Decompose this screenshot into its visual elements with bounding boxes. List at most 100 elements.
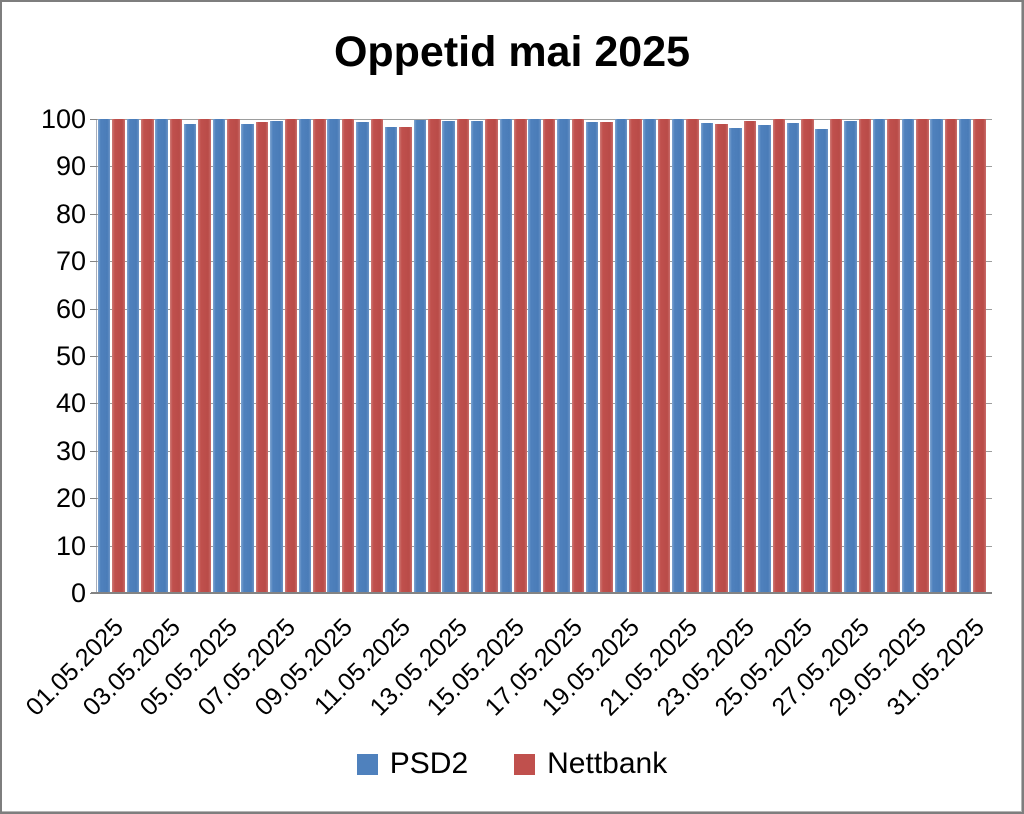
bar-nettbank-day-31 [973, 119, 986, 593]
bar-psd2-day-11 [384, 126, 398, 593]
bar-nettbank-day-29 [916, 119, 929, 593]
bar-group-day-25 [786, 119, 815, 593]
bar-group-day-14 [470, 119, 499, 593]
bar-psd2-day-13 [442, 120, 455, 593]
bar-group-day-17 [556, 119, 585, 593]
y-axis-label-50: 50 [55, 341, 86, 371]
bar-nettbank-day-15 [514, 119, 527, 593]
bar-psd2-day-20 [643, 119, 656, 593]
bar-nettbank-day-7 [284, 119, 298, 593]
bar-psd2-day-12 [413, 119, 427, 593]
bar-psd2-day-14 [470, 120, 484, 593]
bar-group-day-16 [528, 119, 557, 593]
bar-psd2-day-30 [930, 119, 943, 593]
y-axis-label-100: 100 [40, 104, 86, 134]
y-axis-label-70: 70 [55, 246, 86, 276]
bar-group-day-15 [499, 119, 528, 593]
bar-psd2-day-25 [786, 123, 800, 593]
bar-psd2-day-10 [356, 121, 369, 593]
y-axis-label-30: 30 [55, 436, 86, 466]
bar-group-day-3 [154, 119, 183, 593]
y-axis-label-60: 60 [55, 294, 86, 324]
bar-nettbank-day-30 [944, 119, 958, 593]
bar-group-day-31 [958, 119, 987, 593]
bar-nettbank-day-22 [715, 123, 728, 593]
x-axis-line [91, 592, 992, 594]
bar-psd2-day-26 [815, 128, 828, 593]
bar-psd2-day-7 [270, 121, 283, 593]
bar-nettbank-day-17 [571, 119, 585, 593]
bar-nettbank-day-12 [428, 119, 441, 593]
y-tick-mark [90, 166, 97, 167]
legend-label-nettbank: Nettbank [547, 747, 668, 780]
y-axis-label-90: 90 [55, 151, 86, 181]
bar-nettbank-day-26 [829, 119, 843, 593]
bar-nettbank-day-2 [141, 119, 154, 593]
bar-group-day-2 [126, 119, 155, 593]
bar-group-day-27 [843, 119, 872, 593]
bars-layer [97, 119, 987, 593]
bar-group-day-23 [728, 119, 757, 593]
y-axis-label-80: 80 [55, 199, 86, 229]
bar-nettbank-day-1 [112, 119, 125, 593]
bar-nettbank-day-10 [370, 119, 384, 593]
bar-psd2-day-19 [614, 119, 627, 593]
bar-psd2-day-18 [585, 121, 599, 593]
y-tick-mark [90, 498, 97, 499]
bar-nettbank-day-23 [743, 120, 757, 593]
bar-psd2-day-29 [901, 119, 915, 593]
y-axis-label-0: 0 [70, 578, 86, 608]
bar-group-day-29 [901, 119, 930, 593]
y-tick-mark [90, 403, 97, 404]
y-tick-mark [90, 261, 97, 262]
bar-nettbank-day-13 [456, 119, 470, 593]
bar-group-day-9 [327, 119, 356, 593]
bar-psd2-day-24 [758, 124, 771, 593]
bar-psd2-day-2 [126, 119, 140, 593]
bar-group-day-4 [183, 119, 212, 593]
bar-psd2-day-1 [97, 119, 111, 593]
bar-psd2-day-3 [155, 119, 168, 593]
plot-area [90, 119, 992, 594]
y-tick-mark [90, 214, 97, 215]
bar-nettbank-day-3 [169, 119, 183, 593]
bar-group-day-24 [757, 119, 786, 593]
bar-nettbank-day-6 [255, 122, 269, 593]
y-tick-mark [90, 356, 97, 357]
y-axis-label-20: 20 [55, 483, 86, 513]
bar-psd2-day-4 [183, 123, 197, 593]
bar-psd2-day-6 [241, 123, 254, 593]
bar-nettbank-day-28 [887, 119, 900, 593]
bar-nettbank-day-20 [657, 119, 671, 593]
bar-nettbank-day-18 [600, 121, 613, 593]
y-tick-mark [90, 119, 97, 120]
bar-psd2-day-31 [958, 119, 972, 593]
bar-nettbank-day-24 [772, 119, 786, 593]
bar-psd2-day-8 [298, 119, 312, 593]
bar-group-day-18 [585, 119, 614, 593]
bar-group-day-20 [642, 119, 671, 593]
legend-item-psd2: PSD2 [356, 747, 469, 781]
bar-group-day-11 [384, 119, 413, 593]
bar-group-day-5 [212, 119, 241, 593]
bar-group-day-1 [97, 119, 126, 593]
bar-nettbank-day-9 [341, 119, 355, 593]
bar-group-day-21 [671, 119, 700, 593]
bar-group-day-30 [929, 119, 958, 593]
bar-group-day-8 [298, 119, 327, 593]
bar-nettbank-day-11 [399, 127, 412, 593]
legend-label-psd2: PSD2 [389, 747, 469, 780]
bar-nettbank-day-19 [629, 119, 642, 593]
y-axis-label-40: 40 [55, 388, 86, 418]
bar-nettbank-day-25 [801, 119, 814, 593]
bar-psd2-day-28 [872, 119, 886, 593]
bar-psd2-day-22 [700, 122, 714, 593]
bar-nettbank-day-4 [198, 119, 211, 593]
legend: PSD2 Nettbank [2, 744, 1022, 784]
bar-psd2-day-23 [729, 128, 742, 593]
bar-group-day-22 [700, 119, 729, 593]
bar-nettbank-day-16 [542, 119, 556, 593]
bar-psd2-day-21 [671, 119, 685, 593]
bar-nettbank-day-8 [313, 119, 326, 593]
